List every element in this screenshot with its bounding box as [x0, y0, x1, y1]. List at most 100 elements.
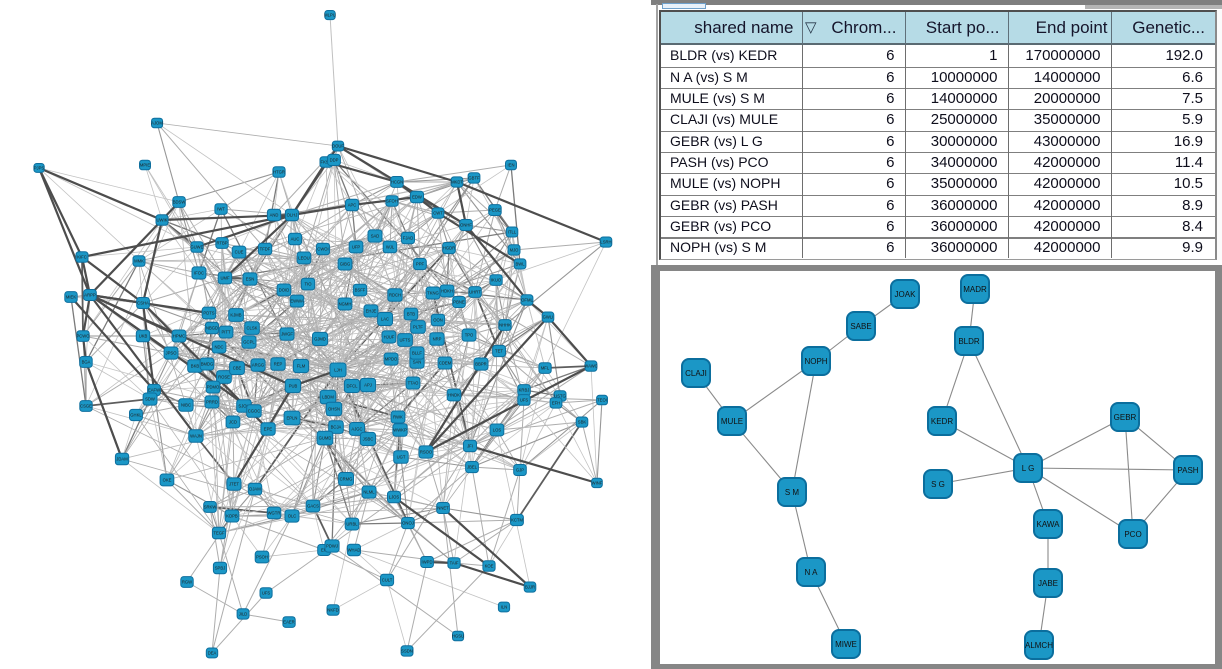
svg-text:NGMH: NGMH — [339, 302, 352, 307]
svg-text:LAC: LAC — [381, 317, 389, 322]
svg-text:SABE: SABE — [850, 322, 871, 331]
svg-text:UGT: UGT — [397, 455, 406, 460]
svg-text:ONOJ: ONOJ — [402, 521, 414, 526]
svg-text:MMK: MMK — [134, 259, 144, 264]
svg-text:MIWE: MIWE — [835, 640, 857, 649]
svg-text:CRMG: CRMG — [340, 477, 353, 482]
svg-text:UFP: UFP — [352, 245, 361, 250]
svg-text:GUMD: GUMD — [319, 436, 332, 441]
svg-text:RTBP: RTBP — [216, 241, 227, 246]
svg-text:MPIE: MPIE — [140, 163, 150, 168]
svg-text:S G: S G — [931, 480, 945, 489]
svg-text:SBK: SBK — [578, 420, 587, 425]
svg-text:PRRD: PRRD — [206, 400, 218, 405]
svg-text:AJOM: AJOM — [151, 121, 163, 126]
svg-text:ROSE: ROSE — [218, 375, 230, 380]
svg-text:LSRH: LSRH — [600, 240, 611, 245]
svg-text:HTGR: HTGR — [273, 170, 285, 175]
svg-text:IEN: IEN — [508, 163, 515, 168]
svg-text:APC: APC — [348, 203, 357, 208]
svg-text:SRKW: SRKW — [204, 505, 217, 510]
svg-text:RGW: RGW — [182, 580, 192, 585]
svg-text:TIO: TIO — [305, 282, 313, 287]
svg-text:CLAJI: CLAJI — [685, 369, 707, 378]
svg-text:IFOC: IFOC — [194, 271, 204, 276]
svg-text:WINF: WINF — [592, 481, 603, 486]
svg-text:GBTF: GBTF — [468, 176, 480, 181]
svg-text:GCPL: GCPL — [243, 340, 255, 345]
svg-text:OFML: OFML — [521, 298, 533, 303]
svg-text:N A: N A — [805, 568, 819, 577]
svg-text:EAER: EAER — [283, 620, 294, 625]
svg-text:MIEK: MIEK — [66, 295, 76, 300]
svg-text:GACS: GACS — [307, 504, 319, 509]
svg-text:MULE: MULE — [721, 417, 743, 426]
svg-text:PDWJ: PDWJ — [326, 544, 338, 549]
svg-text:OLC: OLC — [288, 514, 297, 519]
svg-text:MJO: MJO — [510, 248, 520, 253]
svg-text:EPLN: EPLN — [287, 416, 298, 421]
svg-text:PSOH: PSOH — [256, 555, 268, 560]
svg-text:TEGF: TEGF — [213, 531, 225, 536]
svg-text:NRP: NRP — [433, 337, 442, 342]
svg-text:EPE: EPE — [264, 427, 273, 432]
svg-text:HPMC: HPMC — [173, 334, 185, 339]
svg-text:KEDR: KEDR — [931, 417, 953, 426]
svg-text:GEBR: GEBR — [1114, 413, 1137, 422]
svg-text:UHRT: UHRT — [469, 290, 481, 295]
svg-text:SPBJ: SPBJ — [215, 566, 225, 571]
svg-text:BGA: BGA — [82, 360, 91, 365]
svg-text:PEGE: PEGE — [489, 208, 501, 213]
svg-text:WAWC: WAWC — [584, 364, 597, 369]
svg-text:WAJN: WAJN — [190, 434, 202, 439]
svg-text:IWT: IWT — [217, 207, 225, 212]
svg-text:HGSU: HGSU — [452, 634, 464, 639]
svg-text:WHAD: WHAD — [348, 548, 361, 553]
svg-text:DOID: DOID — [279, 288, 289, 293]
svg-text:JDAM: JDAM — [116, 457, 128, 462]
svg-text:JOAK: JOAK — [895, 290, 917, 299]
svg-text:NIBC: NIBC — [181, 403, 191, 408]
svg-text:PJPS: PJPS — [34, 166, 45, 171]
svg-text:LJOS: LJOS — [389, 495, 400, 500]
svg-text:SSDN: SSDN — [401, 649, 413, 654]
svg-text:GWLI: GWLI — [543, 315, 554, 320]
svg-text:KAWA: KAWA — [1037, 520, 1061, 529]
svg-text:HJUF: HJUF — [384, 335, 395, 340]
svg-text:URBL: URBL — [346, 522, 358, 527]
svg-text:EWWA: EWWA — [290, 299, 304, 304]
svg-text:AJGC: AJGC — [351, 427, 362, 432]
svg-text:MLPU: MLPU — [324, 13, 336, 18]
svg-text:SFOH: SFOH — [386, 199, 398, 204]
svg-text:DDP: DDP — [330, 158, 339, 163]
svg-text:BMDG: BMDG — [201, 362, 214, 367]
svg-text:DEA: DEA — [208, 651, 217, 656]
svg-text:TEOI: TEOI — [597, 398, 607, 403]
svg-text:WGTR: WGTR — [268, 511, 281, 516]
svg-text:KRBJ: KRBJ — [519, 388, 530, 393]
svg-text:OHSN: OHSN — [328, 407, 340, 412]
svg-text:EFH: EFH — [552, 401, 560, 406]
svg-text:AND: AND — [270, 213, 279, 218]
svg-text:KOE: KOE — [485, 564, 494, 569]
svg-text:NHHK: NHHK — [499, 323, 511, 328]
svg-text:EAFW: EAFW — [148, 388, 160, 393]
svg-text:TPO: TPO — [465, 333, 474, 338]
svg-text:NKFD: NKFD — [327, 608, 338, 613]
svg-text:GJMD: GJMD — [314, 337, 326, 342]
svg-text:CWT: CWT — [433, 211, 443, 216]
svg-text:PCWO: PCWO — [76, 334, 90, 339]
svg-text:MADR: MADR — [963, 285, 987, 294]
svg-text:SAD: SAD — [371, 234, 380, 239]
svg-text:GIBG: GIBG — [340, 262, 350, 267]
svg-text:SDW: SDW — [145, 397, 155, 402]
svg-text:NBGD: NBGD — [206, 326, 218, 331]
svg-text:CDEM: CDEM — [439, 361, 452, 366]
svg-text:EIJ: EIJ — [321, 548, 327, 553]
svg-text:TTAO: TTAO — [408, 381, 420, 386]
svg-text:HCGN: HCGN — [391, 180, 403, 185]
svg-text:KCTM: KCTM — [511, 518, 523, 523]
svg-text:ILN: ILN — [501, 605, 508, 610]
svg-text:NOPH: NOPH — [804, 357, 827, 366]
svg-text:REP: REP — [274, 362, 283, 367]
